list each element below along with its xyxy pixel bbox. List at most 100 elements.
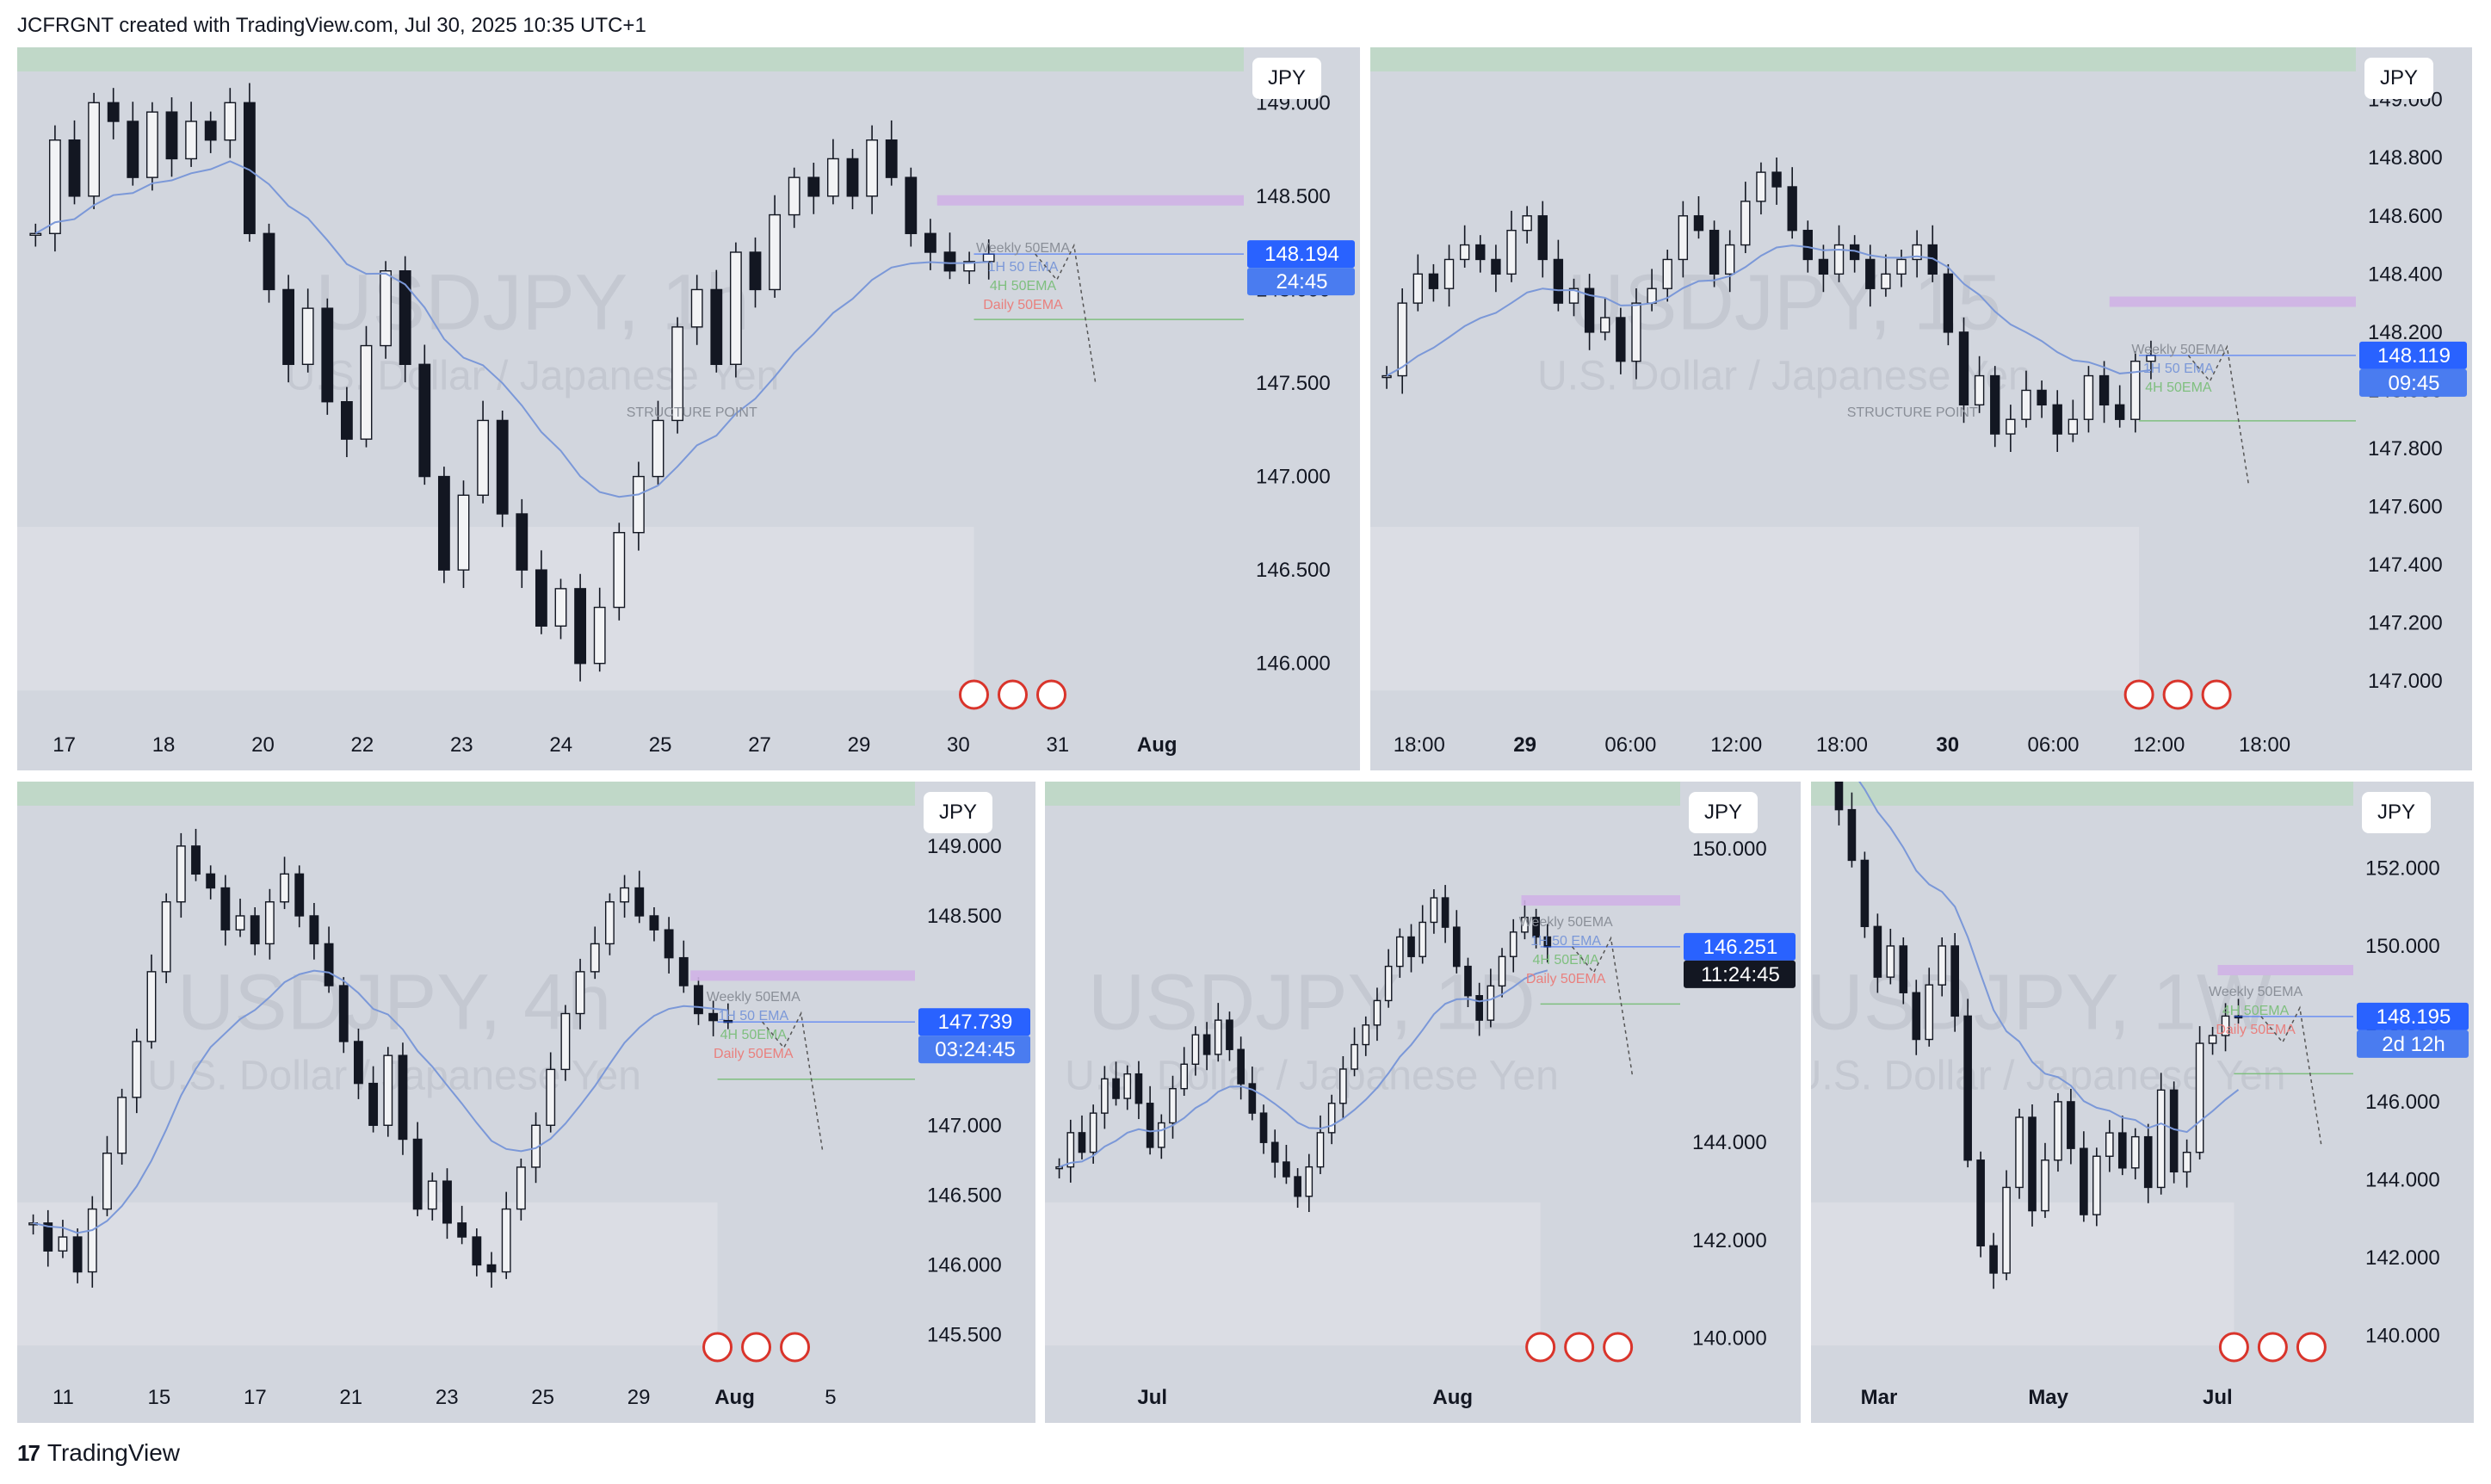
watermark-subtitle: U.S. Dollar / Japanese Yen: [147, 1054, 641, 1099]
candle-body: [1428, 273, 1439, 289]
y-tick-label: 140.000: [2365, 1324, 2440, 1347]
annotation-label: Weekly 50EMA: [2131, 343, 2225, 357]
candle-body: [2015, 1116, 2024, 1189]
economic-event-icon: [2218, 1332, 2249, 1363]
candle-body: [1860, 859, 1870, 928]
countdown-box: [1247, 268, 1355, 296]
candle-body: [516, 1166, 526, 1210]
candle-body: [1600, 317, 1610, 333]
y-tick-label: 150.000: [2365, 935, 2440, 958]
supply-zone: [1370, 47, 2356, 71]
x-tick-label: 5: [825, 1386, 836, 1409]
candle-body: [1756, 171, 1766, 202]
y-tick-label: 147.600: [2368, 496, 2443, 519]
economic-event-icon: [2123, 679, 2154, 710]
candle-body: [1927, 244, 1938, 275]
x-tick-label: Jul: [2203, 1386, 2233, 1409]
last-price-label: 148.195: [2377, 1005, 2451, 1029]
candle-body: [2054, 1101, 2062, 1161]
annotation-label: 4H 50EMA: [1532, 953, 1599, 968]
candle-body: [1464, 965, 1472, 997]
y-tick-label: 147.800: [2368, 437, 2443, 461]
candle-body: [88, 102, 101, 197]
chart-panel-1h[interactable]: USDJPY, 1h U.S. Dollar / Japanese Yen STRU…: [17, 47, 1360, 770]
candle-body: [2021, 389, 2031, 420]
candle-body: [418, 363, 431, 478]
candle-body: [1873, 925, 1882, 978]
y-tick-label: 145.500: [927, 1324, 1002, 1347]
annotation-label: 1H 50 EMA: [1530, 934, 1601, 949]
x-tick-label: 23: [450, 733, 473, 757]
annotation-label: STRUCTURE POINT: [1847, 405, 1978, 420]
candle-body: [1248, 1083, 1257, 1114]
x-tick-label: 12:00: [2133, 733, 2185, 757]
chart-panel-4h[interactable]: USDJPY, 4h U.S. Dollar / Japanese Yen Week…: [17, 782, 1035, 1423]
candle-body: [1833, 244, 1845, 275]
candle-body: [613, 532, 626, 609]
candle-body: [399, 270, 411, 365]
economic-event-icon: [959, 679, 989, 710]
annotation-label: 1H 50 EMA: [718, 1009, 788, 1023]
candle-body: [29, 232, 42, 236]
annotation-label: Weekly 50EMA: [976, 241, 1070, 256]
candle-body: [1270, 1141, 1279, 1163]
candle-body: [1568, 288, 1579, 304]
brand-footer: 17 TradingView: [17, 1439, 180, 1467]
candle-body: [943, 251, 956, 272]
candle-body: [2208, 1035, 2217, 1044]
x-tick-label: 30: [947, 733, 970, 757]
last-price-label: 148.119: [2377, 344, 2451, 368]
candle-body: [1584, 288, 1595, 333]
candle-body: [1226, 1019, 1233, 1050]
candle-body: [649, 915, 659, 931]
candle-body: [145, 111, 158, 178]
candle-body: [604, 901, 615, 945]
candle-body: [2195, 1042, 2204, 1153]
candle-body: [1974, 374, 1985, 406]
candle-body: [340, 401, 353, 440]
candle-body: [2083, 374, 2094, 420]
candle-body: [1943, 273, 1954, 333]
chart-svg: USDJPY, 1D U.S. Dollar / Japanese Yen Week…: [1045, 782, 1796, 1409]
economic-event-icon: [998, 679, 1028, 710]
economic-event-icon: [1036, 679, 1066, 710]
candle-body: [2130, 1135, 2140, 1169]
chart-panel-15m[interactable]: USDJPY, 15 U.S. Dollar / Japanese Yen STRU…: [1370, 47, 2472, 770]
watermark-subtitle: U.S. Dollar / Japanese Yen: [1811, 1054, 2285, 1099]
y-tick-label: 147.200: [2368, 612, 2443, 635]
candle-body: [1818, 258, 1829, 275]
chart-panel-daily[interactable]: USDJPY, 1D U.S. Dollar / Japanese Yen Week…: [1045, 782, 1801, 1423]
economic-event-icon: [702, 1332, 733, 1363]
x-tick-label: Aug: [1137, 733, 1178, 757]
annotation-label: Weekly 50EMA: [2209, 985, 2302, 999]
candle-body: [1487, 985, 1495, 1021]
candle-body: [729, 251, 742, 365]
candle-body: [43, 1222, 53, 1252]
economic-event-icon: [1525, 1332, 1556, 1363]
candle-body: [560, 1012, 571, 1071]
chart-panel-weekly[interactable]: USDJPY, 1W U.S. Dollar / Japanese Yen Week…: [1811, 782, 2474, 1423]
candle-body: [1912, 244, 1922, 261]
tradingview-logo-icon: 17: [17, 1439, 40, 1466]
candle-body: [2041, 1159, 2049, 1212]
candle-body: [769, 213, 782, 291]
candle-body: [117, 1097, 127, 1154]
annotation-label: STRUCTURE POINT: [627, 405, 757, 420]
annotation-label: Daily 50EMA: [2216, 1023, 2296, 1037]
candle-body: [457, 1222, 467, 1238]
x-tick-label: Aug: [714, 1386, 755, 1409]
countdown-label: 03:24:45: [935, 1038, 1015, 1061]
candle-body: [472, 1236, 482, 1266]
y-tick-label: 148.800: [2368, 146, 2443, 170]
countdown-box: [2359, 368, 2467, 397]
annotation-label: 1H 50 EMA: [2143, 362, 2214, 376]
y-tick-label: 149.000: [927, 835, 1002, 858]
economic-event-icon: [2201, 679, 2232, 710]
candle-body: [1202, 1034, 1211, 1055]
x-tick-label: 23: [436, 1386, 459, 1409]
candle-body: [678, 956, 689, 986]
y-tick-label: 146.000: [2365, 1091, 2440, 1114]
candle-body: [383, 1054, 393, 1126]
candle-body: [652, 419, 664, 478]
candle-body: [2080, 1147, 2088, 1215]
